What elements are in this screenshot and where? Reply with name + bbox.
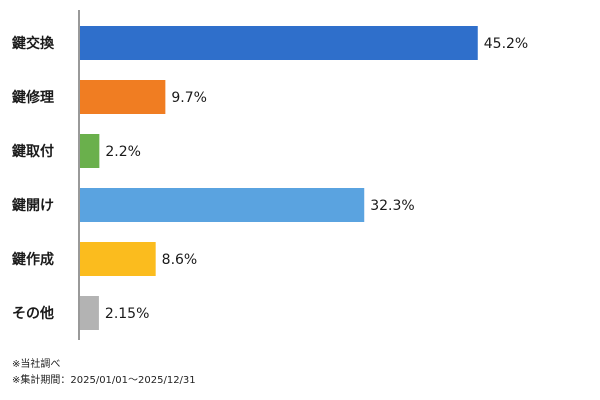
bar bbox=[80, 242, 156, 276]
category-label: 鍵交換 bbox=[12, 35, 55, 52]
value-label: 2.2% bbox=[105, 144, 141, 160]
bar bbox=[80, 296, 99, 330]
value-label: 45.2% bbox=[484, 36, 528, 52]
chart-notes: ※当社調べ ※集計期間：2025/01/01～2025/12/31 bbox=[12, 357, 196, 389]
bar bbox=[80, 188, 365, 222]
bar bbox=[80, 134, 100, 168]
value-label: 32.3% bbox=[370, 198, 414, 214]
category-label: 鍵取付 bbox=[12, 143, 54, 160]
category-label: 鍵開け bbox=[12, 197, 54, 214]
bar bbox=[80, 80, 166, 114]
value-label: 8.6% bbox=[162, 252, 198, 268]
category-label: その他 bbox=[12, 305, 54, 322]
period-note: ※集計期間：2025/01/01～2025/12/31 bbox=[12, 375, 196, 386]
value-label: 9.7% bbox=[171, 90, 207, 106]
source-note: ※当社調べ bbox=[12, 359, 61, 370]
category-label: 鍵作成 bbox=[12, 251, 54, 268]
bar bbox=[80, 26, 478, 60]
value-label: 2.15% bbox=[105, 306, 149, 322]
category-label: 鍵修理 bbox=[12, 89, 54, 106]
